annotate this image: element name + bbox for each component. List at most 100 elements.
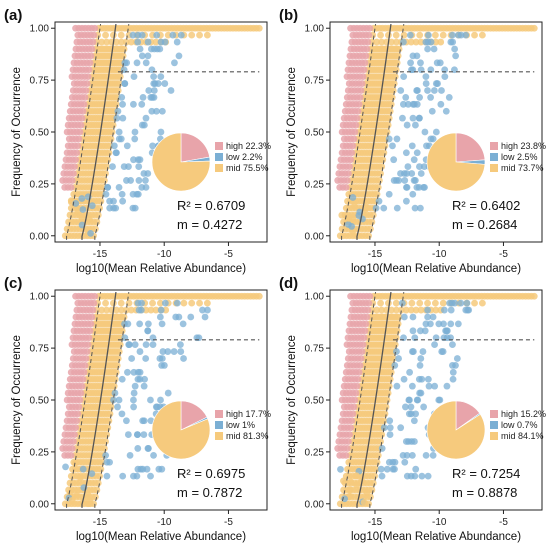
point-low [422,80,430,87]
point-low [410,156,418,164]
point-low [177,31,185,39]
point-low [179,320,187,328]
point-mid [104,156,112,164]
point-low [431,382,439,390]
point-low [175,52,183,60]
point-low [130,156,137,164]
x-axis-title: log10(Mean Relative Abundance) [351,263,521,275]
point-mid [73,491,81,499]
point-mid [388,94,396,101]
point-mid [109,121,117,129]
point-low [395,355,402,362]
point-low [337,465,344,473]
point-mid [376,177,383,184]
point-mid [392,299,400,307]
point-low [412,465,420,473]
y-tick-label: 0.00 [30,231,50,242]
point-high [347,292,354,300]
point-high [346,52,354,60]
point-high [336,431,344,438]
point-low [102,451,110,459]
point-low [161,38,169,46]
point-mid [147,306,155,314]
point-low [448,299,456,307]
point-high [346,320,354,328]
pie-chart [426,400,486,460]
point-low [386,424,394,432]
point-low [145,445,152,452]
point-high [345,348,353,355]
point-low [413,149,421,157]
point-low [204,306,211,314]
point-low [158,107,166,115]
point-low [433,59,441,67]
point-low [411,177,419,184]
legend-swatch-mid [490,164,498,172]
point-mid [381,142,389,150]
r-squared-text: R² = 0.7254 [452,466,520,481]
point-mid [379,156,387,164]
point-high [63,396,71,404]
point-low [124,368,131,376]
point-low [401,177,409,184]
point-low [449,31,456,39]
point-mid [118,327,126,335]
point-mid [108,128,116,136]
x-tick-label: -10 [157,517,172,528]
point-mid [78,214,86,222]
point-mid [382,403,390,411]
point-mid [85,215,93,223]
point-mid [388,38,395,46]
point-low [136,375,144,383]
point-low [429,135,437,143]
point-low [393,177,400,184]
point-mid [373,458,381,466]
point-mid [102,299,109,307]
point-low [140,431,148,438]
point-low [399,114,406,122]
point-mid [92,225,99,233]
point-low [463,299,471,307]
point-mid [383,128,391,136]
point-low [462,306,470,314]
point-low [380,204,388,212]
point-low [144,170,152,177]
point-low [383,465,391,473]
point-mid [437,38,445,46]
pie-slice-high [455,132,486,163]
point-mid [380,149,388,157]
ci-curve-lower [66,24,102,240]
point-mid [113,362,121,369]
point-low [406,368,414,376]
panel-label: (b) [279,7,298,24]
point-high [334,177,342,184]
point-mid [416,31,424,39]
point-low [453,355,461,362]
point-mid [118,306,125,314]
point-high [69,87,77,94]
point-low [104,183,112,191]
point-mid [122,306,130,314]
point-mid [102,438,109,445]
ci-curve-upper [94,292,130,508]
panel-label: (a) [4,7,22,24]
point-mid [365,232,372,240]
legend-label-mid: mid 84.1% [501,431,544,441]
point-low [408,170,416,177]
point-high [347,313,355,321]
point-low [169,31,177,39]
point-mid [377,31,384,39]
point-mid [530,24,538,32]
point-mid [369,479,377,487]
point-high [62,156,70,164]
point-low [400,375,408,383]
point-low [124,431,132,438]
point-high [59,177,67,184]
point-low [417,327,424,335]
point-mid [417,306,425,314]
point-mid [105,417,113,425]
r-squared-text: R² = 0.6975 [177,466,245,481]
point-low [452,52,460,60]
x-tick-label: -15 [93,249,108,260]
point-low [134,38,142,46]
